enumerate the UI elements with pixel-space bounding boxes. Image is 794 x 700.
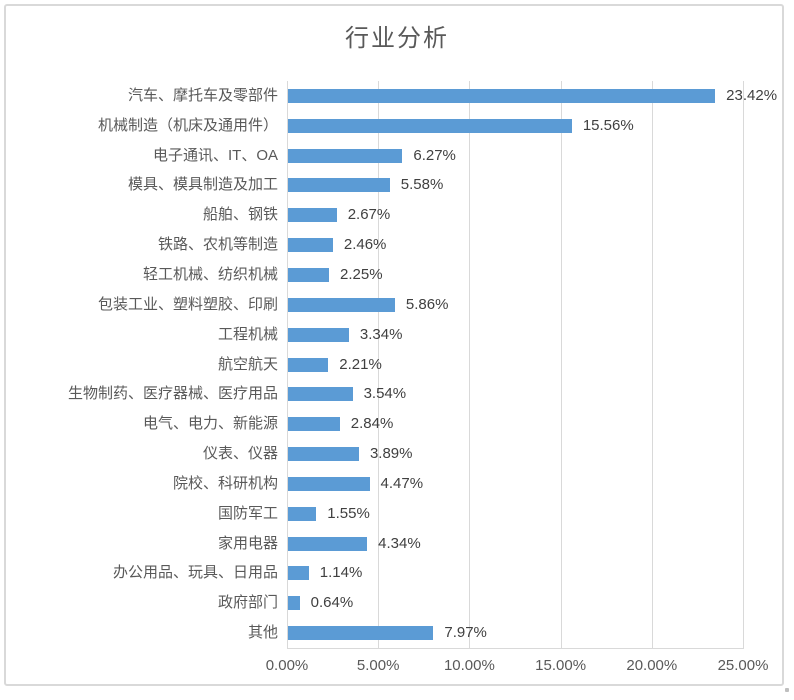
value-label: 3.34% xyxy=(359,325,403,343)
category-label: 模具、模具制造及加工 xyxy=(127,176,278,194)
category-label: 仪表、仪器 xyxy=(202,445,278,463)
category-label: 机械制造（机床及通用件） xyxy=(97,116,278,134)
value-label: 15.56% xyxy=(582,116,634,134)
chart-title: 行业分析 xyxy=(345,25,449,52)
bar xyxy=(288,387,353,402)
category-label: 院校、科研机构 xyxy=(172,474,278,492)
bar xyxy=(288,536,368,551)
value-label: 4.34% xyxy=(378,534,421,552)
category-label: 办公用品、玩具、日用品 xyxy=(112,564,278,582)
value-label: 5.86% xyxy=(405,295,449,313)
value-label: 4.47% xyxy=(380,474,424,492)
category-label: 航空航天 xyxy=(217,355,278,373)
gridline xyxy=(743,81,744,648)
x-axis-tick-label: 15.00% xyxy=(535,657,587,674)
bar xyxy=(288,208,337,223)
value-label: 2.84% xyxy=(350,415,394,433)
category-label: 政府部门 xyxy=(217,594,278,612)
value-label: 2.67% xyxy=(347,206,391,224)
value-label: 2.46% xyxy=(343,236,387,254)
bar xyxy=(288,596,300,611)
bar xyxy=(288,267,330,282)
category-label: 生物制药、医疗器械、医疗用品 xyxy=(67,385,278,403)
bar xyxy=(288,476,370,491)
gridline xyxy=(287,81,288,648)
category-label: 轻工机械、纺织机械 xyxy=(142,265,278,283)
x-axis-tick-label: 20.00% xyxy=(626,657,678,674)
corner-mark xyxy=(785,688,789,692)
gridline xyxy=(378,81,380,648)
category-label: 电子通讯、IT、OA xyxy=(152,146,278,164)
value-label: 3.89% xyxy=(369,445,413,463)
bar xyxy=(288,178,390,193)
value-label: 3.54% xyxy=(363,385,407,403)
category-label: 包装工业、塑料塑胶、印刷 xyxy=(97,295,278,313)
value-label: 1.55% xyxy=(327,504,370,522)
bar xyxy=(288,327,349,342)
bar xyxy=(288,417,340,432)
category-label: 其他 xyxy=(247,624,278,642)
category-label: 工程机械 xyxy=(217,325,278,343)
value-label: 2.21% xyxy=(339,355,382,373)
chart-frame xyxy=(4,4,784,686)
category-label: 汽车、摩托车及零部件 xyxy=(127,86,278,104)
gridline xyxy=(469,81,471,648)
bar xyxy=(288,88,716,103)
bar xyxy=(288,118,572,133)
bar xyxy=(288,566,309,581)
bar xyxy=(288,297,395,312)
value-label: 2.25% xyxy=(340,265,383,283)
gridline xyxy=(651,81,653,648)
category-label: 船舶、钢铁 xyxy=(202,206,278,224)
x-axis-tick-label: 5.00% xyxy=(356,657,400,674)
value-label: 23.42% xyxy=(726,86,778,104)
category-label: 家用电器 xyxy=(217,534,278,552)
value-label: 5.58% xyxy=(400,176,444,194)
value-label: 7.97% xyxy=(444,624,487,642)
bar xyxy=(288,148,403,163)
bar xyxy=(288,447,359,462)
bar xyxy=(288,506,317,521)
value-label: 1.14% xyxy=(319,564,363,582)
value-label: 6.27% xyxy=(413,146,456,164)
category-label: 电气、电力、新能源 xyxy=(142,415,278,433)
category-label: 铁路、农机等制造 xyxy=(157,236,278,254)
x-axis-tick-label: 0.00% xyxy=(265,657,309,674)
bar xyxy=(288,238,333,253)
category-label: 国防军工 xyxy=(217,504,278,522)
value-label: 0.64% xyxy=(310,594,354,612)
gridline xyxy=(560,81,562,648)
bar xyxy=(288,626,434,641)
x-axis-line xyxy=(287,648,744,649)
bar xyxy=(288,357,329,372)
x-axis-tick-label: 25.00% xyxy=(717,657,769,674)
x-axis-tick-label: 10.00% xyxy=(443,657,495,674)
